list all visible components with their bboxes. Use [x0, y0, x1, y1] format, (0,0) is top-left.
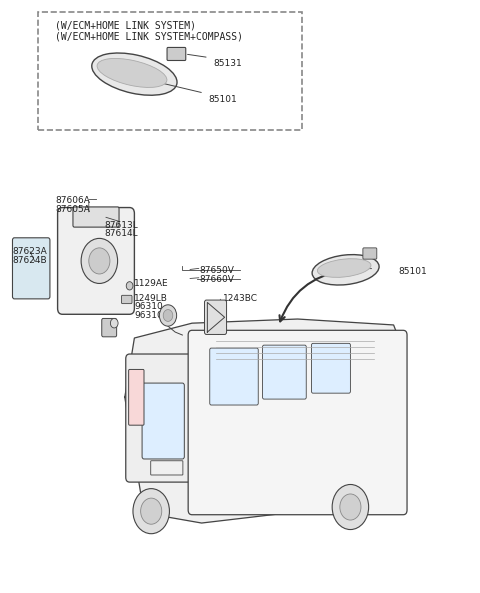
FancyBboxPatch shape — [126, 354, 196, 482]
Text: (W/ECM+HOME LINK SYSTEM): (W/ECM+HOME LINK SYSTEM) — [55, 21, 196, 31]
Circle shape — [159, 305, 177, 326]
FancyBboxPatch shape — [167, 47, 186, 60]
Text: 87624B: 87624B — [12, 256, 47, 265]
Text: 87623A: 87623A — [12, 247, 47, 256]
FancyBboxPatch shape — [142, 383, 184, 459]
Circle shape — [340, 494, 361, 520]
FancyBboxPatch shape — [188, 330, 407, 515]
FancyBboxPatch shape — [102, 318, 117, 337]
Circle shape — [133, 489, 169, 534]
FancyBboxPatch shape — [363, 248, 377, 259]
Circle shape — [126, 282, 133, 290]
Ellipse shape — [312, 254, 379, 285]
Circle shape — [110, 318, 118, 328]
Text: 85101: 85101 — [398, 267, 427, 276]
Text: 87650V: 87650V — [199, 266, 234, 275]
FancyBboxPatch shape — [151, 461, 183, 475]
Circle shape — [81, 238, 118, 283]
Ellipse shape — [317, 259, 371, 278]
Ellipse shape — [97, 59, 167, 87]
Polygon shape — [207, 302, 225, 332]
Text: 1243BC: 1243BC — [223, 294, 258, 302]
FancyBboxPatch shape — [312, 343, 350, 393]
Circle shape — [332, 484, 369, 530]
Text: 85101: 85101 — [209, 95, 238, 104]
FancyBboxPatch shape — [58, 208, 134, 314]
FancyBboxPatch shape — [73, 207, 119, 227]
Text: 87606A: 87606A — [55, 196, 90, 205]
Text: (W/ECM+HOME LINK SYSTEM+COMPASS): (W/ECM+HOME LINK SYSTEM+COMPASS) — [55, 31, 243, 42]
Text: 87614L: 87614L — [105, 229, 138, 238]
Text: 87605A: 87605A — [55, 205, 90, 213]
Text: 85131: 85131 — [214, 59, 242, 68]
FancyBboxPatch shape — [204, 300, 227, 334]
Text: 96310: 96310 — [134, 302, 163, 311]
FancyBboxPatch shape — [121, 295, 132, 304]
FancyBboxPatch shape — [12, 238, 50, 299]
FancyBboxPatch shape — [210, 348, 258, 405]
Circle shape — [141, 498, 162, 524]
Text: 87660V: 87660V — [199, 275, 234, 283]
Polygon shape — [125, 319, 403, 523]
Text: 1249LB: 1249LB — [134, 294, 168, 302]
Circle shape — [89, 248, 110, 274]
Ellipse shape — [92, 53, 177, 95]
Circle shape — [163, 310, 173, 321]
Text: 96310H: 96310H — [134, 311, 170, 320]
Text: 87613L: 87613L — [105, 221, 138, 229]
FancyBboxPatch shape — [263, 345, 306, 399]
FancyBboxPatch shape — [129, 369, 144, 425]
Text: 1129AE: 1129AE — [134, 279, 169, 288]
